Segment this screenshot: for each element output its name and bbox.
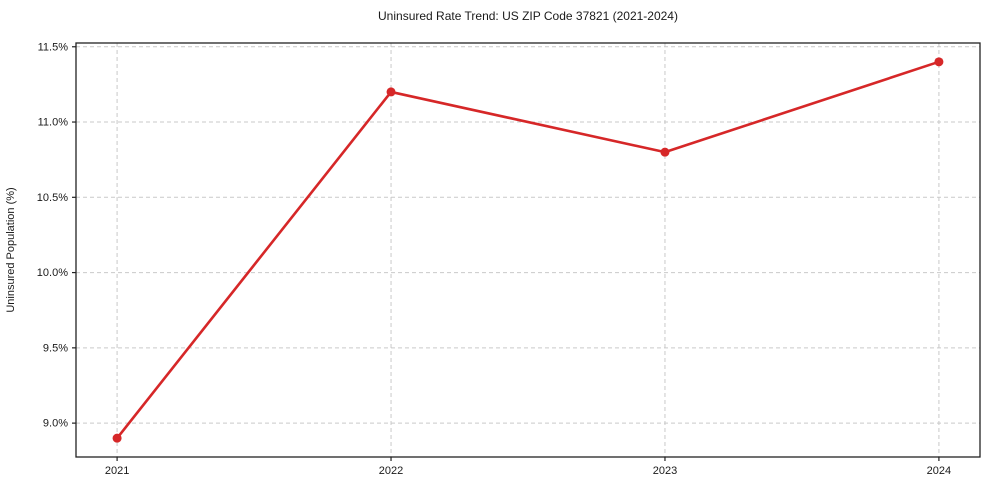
y-axis-label: Uninsured Population (%) xyxy=(5,187,17,312)
y-tick-label: 9.0% xyxy=(43,418,68,430)
trend-line xyxy=(115,60,941,440)
data-point xyxy=(112,433,122,443)
x-tick-label: 2024 xyxy=(927,465,951,477)
x-tick-label: 2022 xyxy=(379,465,403,477)
y-tick-label: 10.5% xyxy=(37,192,68,204)
x-tick-label: 2023 xyxy=(653,465,677,477)
plot-border xyxy=(75,42,981,458)
data-point xyxy=(660,147,670,157)
data-point xyxy=(934,57,944,67)
chart-title: Uninsured Rate Trend: US ZIP Code 37821 … xyxy=(378,9,678,23)
data-point xyxy=(386,87,396,97)
y-tick-label: 10.0% xyxy=(37,267,68,279)
y-tick-label: 11.5% xyxy=(38,41,69,53)
y-tick-label: 9.5% xyxy=(43,342,68,354)
x-tick-label: 2021 xyxy=(105,465,129,477)
y-tick-label: 11.0% xyxy=(38,117,69,129)
